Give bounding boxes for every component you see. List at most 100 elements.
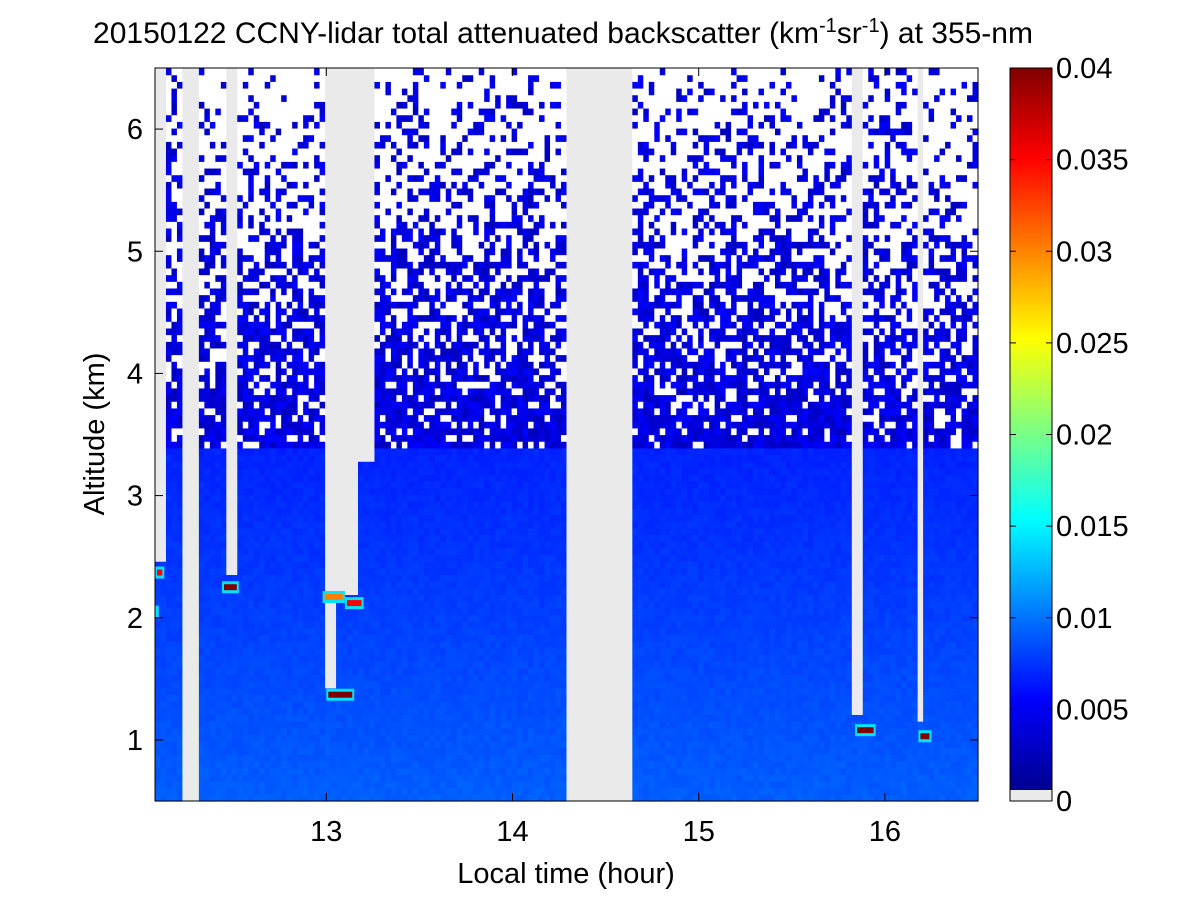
heatmap-cell — [303, 761, 310, 769]
heatmap-cell — [171, 501, 178, 509]
heatmap-cell — [390, 134, 398, 142]
heatmap-cell — [193, 341, 200, 349]
heatmap-cell — [385, 787, 392, 795]
heatmap-cell — [341, 447, 348, 456]
heatmap-cell — [193, 234, 200, 242]
heatmap-cell — [336, 601, 343, 609]
heatmap-cell — [314, 174, 321, 182]
heatmap-cell — [248, 68, 255, 76]
heatmap-cell — [314, 474, 321, 482]
heatmap-cell — [155, 761, 162, 769]
heatmap-cell — [314, 781, 321, 789]
heatmap-cell — [292, 707, 299, 715]
heatmap-cell — [401, 674, 408, 682]
heatmap-cell — [319, 194, 326, 202]
heatmap-cell — [242, 341, 249, 349]
heatmap-cell — [204, 68, 211, 76]
heatmap-cell — [385, 607, 392, 616]
heatmap-cell — [270, 361, 277, 369]
heatmap-cell — [226, 427, 233, 436]
heatmap-cell — [231, 601, 238, 609]
heatmap-cell — [226, 287, 233, 296]
heatmap-cell — [165, 294, 173, 302]
heatmap-cell — [171, 254, 178, 262]
heatmap-cell — [220, 714, 227, 722]
heatmap-cell — [303, 441, 310, 449]
heatmap-cell — [160, 134, 167, 142]
heatmap-cell — [198, 427, 205, 436]
heatmap-cell — [259, 114, 266, 122]
heatmap-cell — [242, 187, 249, 196]
heatmap-cell — [275, 574, 282, 582]
heatmap-cell — [237, 474, 244, 482]
heatmap-cell — [325, 381, 332, 389]
heatmap-cell — [165, 254, 173, 262]
heatmap-cell — [193, 794, 200, 802]
heatmap-cell — [297, 361, 304, 369]
heatmap-cell — [242, 587, 249, 596]
heatmap-cell — [368, 141, 376, 149]
heatmap-cell — [347, 367, 354, 376]
heatmap-cell — [259, 561, 266, 569]
heatmap-cell — [160, 334, 167, 342]
heatmap-cell — [379, 507, 387, 516]
heatmap-cell — [385, 654, 392, 662]
heatmap-cell — [325, 201, 332, 209]
heatmap-cell — [319, 481, 326, 489]
heatmap-cell — [336, 234, 343, 242]
heatmap-cell — [165, 147, 173, 156]
heatmap-cell — [165, 754, 173, 762]
heatmap-cell — [286, 181, 293, 189]
heatmap-cell — [374, 687, 381, 695]
heatmap-cell — [193, 747, 200, 755]
heatmap-cell — [198, 441, 205, 449]
heatmap-cell — [281, 694, 288, 702]
heatmap-cell — [198, 587, 205, 596]
heatmap-cell — [368, 641, 376, 649]
heatmap-cell — [347, 727, 354, 735]
heatmap-cell — [325, 101, 332, 109]
heatmap-cell — [253, 667, 260, 675]
heatmap-cell — [379, 314, 387, 322]
heatmap-cell — [198, 247, 205, 256]
heatmap-cell — [160, 561, 167, 569]
heatmap-cell — [237, 361, 244, 369]
heatmap-cell — [259, 147, 266, 156]
heatmap-cell — [390, 394, 398, 402]
heatmap-cell — [193, 121, 200, 129]
heatmap-cell — [237, 214, 244, 222]
heatmap-cell — [226, 181, 233, 189]
heatmap-cell — [226, 634, 233, 642]
heatmap-cell — [226, 667, 233, 675]
heatmap-cell — [319, 294, 326, 302]
heatmap-cell — [374, 287, 381, 296]
heatmap-cell — [308, 127, 315, 136]
heatmap-cell — [253, 327, 260, 336]
heatmap-cell — [336, 481, 343, 489]
heatmap-cell — [226, 387, 233, 396]
heatmap-cell — [308, 534, 315, 542]
heatmap-cell — [275, 281, 282, 289]
heatmap-cell — [396, 547, 403, 556]
heatmap-cell — [160, 781, 167, 789]
heatmap-cell — [231, 627, 238, 636]
heatmap-cell — [275, 687, 282, 695]
heatmap-cell — [270, 68, 277, 76]
heatmap-cell — [363, 294, 370, 302]
heatmap-cell — [314, 714, 321, 722]
heatmap-cell — [368, 794, 376, 802]
heatmap-cell — [155, 481, 162, 489]
heatmap-cell — [242, 454, 249, 462]
heatmap-cell — [363, 754, 370, 762]
heatmap-cell — [352, 301, 359, 309]
heatmap-cell — [155, 374, 162, 382]
heatmap-cell — [325, 94, 332, 102]
heatmap-cell — [385, 594, 392, 602]
heatmap-cell — [253, 274, 260, 282]
heatmap-cell — [259, 581, 266, 589]
heatmap-cell — [330, 507, 337, 516]
heatmap-cell — [231, 621, 238, 629]
heatmap-cell — [314, 641, 321, 649]
heatmap-cell — [171, 68, 178, 76]
heatmap-cell — [341, 68, 348, 76]
